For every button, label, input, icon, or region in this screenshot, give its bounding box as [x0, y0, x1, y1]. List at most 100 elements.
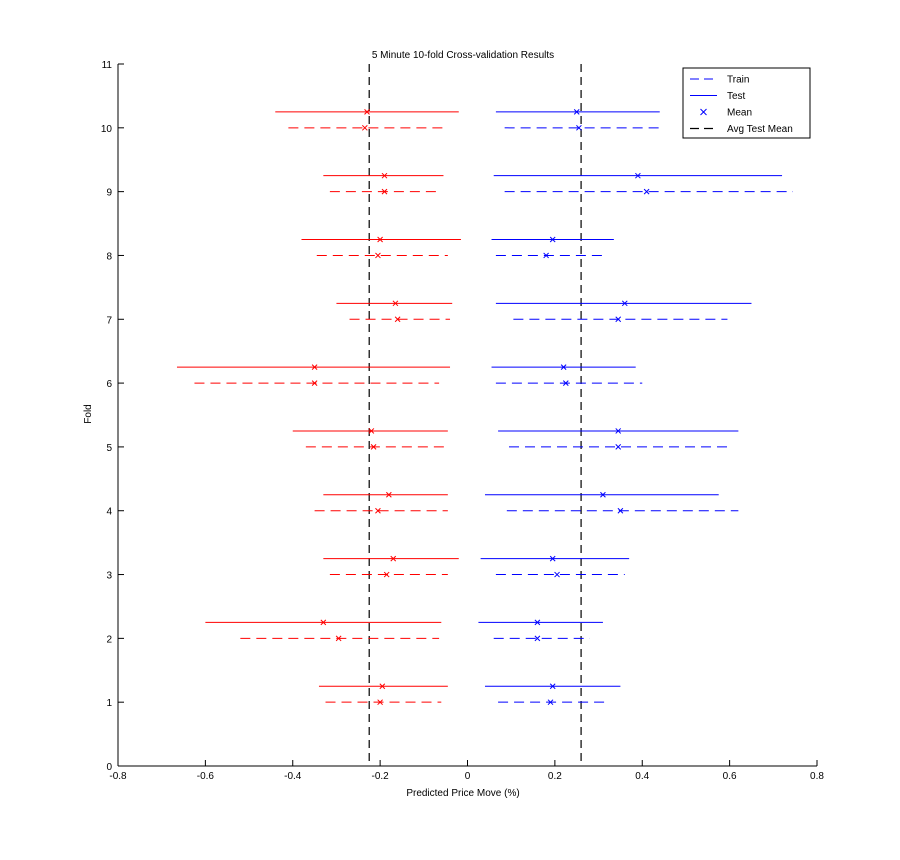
train-positive-mean-fold-7-stroke	[615, 316, 622, 323]
y-tick-label: 7	[106, 315, 112, 326]
test-positive-mean-fold-10	[573, 109, 580, 115]
test-positive-mean-fold-4	[600, 491, 606, 498]
test-negative-mean-fold-9	[381, 172, 388, 179]
train-negative-mean-fold-6	[311, 380, 318, 386]
x-tick-label: -0.4	[284, 771, 302, 782]
train-negative-mean-fold-5-stroke	[370, 444, 377, 450]
train-positive-mean-fold-5-stroke	[615, 444, 622, 450]
y-tick-label: 4	[106, 507, 112, 518]
x-tick-label: 0	[465, 771, 471, 782]
y-tick-label: 5	[106, 443, 112, 454]
legend-mean-marker-stroke	[700, 108, 707, 116]
test-positive-mean-fold-2-stroke	[534, 619, 541, 626]
y-tick-label: 10	[101, 124, 113, 135]
x-axis-label: Predicted Price Move (%)	[406, 788, 519, 799]
x-tick-label: -0.6	[197, 771, 215, 782]
x-tick-label: 0.2	[548, 771, 562, 782]
train-positive-mean-fold-10-stroke	[576, 124, 582, 131]
train-negative-mean-fold-1-stroke	[377, 699, 383, 706]
x-tick-label: -0.8	[109, 771, 127, 782]
y-tick-label: 1	[106, 698, 112, 709]
test-positive-mean-fold-1	[549, 683, 556, 690]
test-negative-mean-fold-1-stroke	[379, 683, 386, 690]
x-tick-label: 0.6	[723, 771, 737, 782]
train-positive-mean-fold-6-stroke	[562, 380, 569, 386]
train-negative-mean-fold-2	[335, 635, 342, 642]
legend-entry-label: Avg Test Mean	[727, 124, 793, 135]
train-negative-mean-fold-9-stroke	[381, 188, 388, 195]
train-positive-mean-fold-9	[643, 188, 650, 195]
train-negative-mean-fold-1	[377, 699, 383, 706]
test-negative-mean-fold-1	[379, 683, 386, 690]
train-positive-mean-fold-2	[534, 635, 541, 642]
y-tick-label: 6	[106, 379, 112, 390]
plot-area: -0.8 -0.6 -0.4 -0.2 0 0.2 0.4 0.6 0.8 0 1 2 3 4 5 6 7 8 9 1…	[101, 60, 825, 782]
test-negative-mean-fold-5-stroke	[368, 428, 375, 434]
train-positive-mean-fold-5	[615, 444, 622, 450]
train-positive-mean-fold-8-stroke	[543, 252, 549, 259]
test-positive-mean-fold-5-stroke	[615, 428, 622, 434]
train-negative-mean-fold-4-stroke	[375, 507, 381, 514]
test-negative-mean-fold-10-stroke	[364, 109, 370, 115]
test-positive-mean-fold-8	[549, 236, 556, 243]
test-positive-mean-fold-7	[621, 300, 628, 307]
train-negative-mean-fold-3-stroke	[383, 571, 390, 578]
train-negative-mean-fold-7-stroke	[394, 316, 401, 323]
legend-box	[682, 67, 811, 139]
test-negative-mean-fold-5	[368, 428, 375, 434]
y-tick-label: 9	[106, 188, 112, 199]
test-positive-mean-fold-7-stroke	[621, 300, 628, 307]
test-positive-mean-fold-4-stroke	[600, 491, 606, 498]
legend: Train Test Mean Avg Test Mean	[682, 67, 811, 139]
train-positive-mean-fold-10	[576, 124, 582, 131]
train-negative-mean-fold-10	[361, 124, 368, 131]
x-tick-label: 0.4	[635, 771, 649, 782]
test-positive-mean-fold-6	[560, 364, 567, 370]
test-positive-mean-fold-9-stroke	[635, 172, 641, 179]
train-negative-mean-fold-10-stroke	[361, 124, 368, 131]
test-negative-mean-fold-3-stroke	[390, 555, 397, 562]
legend-entry-label: Train	[727, 75, 749, 86]
y-tick-label: 3	[106, 571, 112, 582]
train-negative-mean-fold-7	[394, 316, 401, 323]
train-negative-mean-fold-5	[370, 444, 377, 450]
test-positive-mean-fold-2	[534, 619, 541, 626]
legend-entry-label: Mean	[727, 108, 752, 119]
test-negative-mean-fold-9-stroke	[381, 172, 388, 179]
test-negative-mean-fold-10	[364, 109, 370, 115]
train-positive-mean-fold-6	[562, 380, 569, 386]
chart-title: 5 Minute 10-fold Cross-validation Result…	[372, 50, 554, 61]
test-negative-mean-fold-7-stroke	[392, 300, 399, 307]
legend-mean-marker	[700, 108, 707, 116]
train-positive-mean-fold-3	[554, 571, 560, 578]
test-positive-mean-fold-5	[615, 428, 622, 434]
train-positive-mean-fold-4-stroke	[617, 507, 624, 514]
train-positive-mean-fold-9-stroke	[643, 188, 650, 195]
x-tick-label: 0.8	[810, 771, 824, 782]
y-tick-label: 0	[106, 762, 112, 773]
legend-entry-label: Test	[727, 91, 746, 102]
test-positive-mean-fold-10-stroke	[573, 109, 580, 115]
test-negative-mean-fold-6	[311, 364, 318, 370]
train-negative-mean-fold-6-stroke	[311, 380, 318, 386]
train-negative-mean-fold-3	[383, 571, 390, 578]
train-negative-mean-fold-2-stroke	[335, 635, 342, 642]
test-positive-mean-fold-8-stroke	[549, 236, 556, 243]
test-negative-mean-fold-7	[392, 300, 399, 307]
test-negative-mean-fold-2-stroke	[320, 619, 327, 626]
train-positive-mean-fold-8	[543, 252, 549, 259]
y-tick-label: 8	[106, 251, 112, 262]
train-positive-mean-fold-3-stroke	[554, 571, 560, 578]
test-positive-mean-fold-1-stroke	[549, 683, 556, 690]
train-negative-mean-fold-8-stroke	[375, 252, 381, 259]
train-negative-mean-fold-8	[375, 252, 381, 259]
test-negative-mean-fold-3	[390, 555, 397, 562]
x-tick-label: -0.2	[372, 771, 390, 782]
test-negative-mean-fold-6-stroke	[311, 364, 318, 370]
y-axis-label: Fold	[83, 404, 94, 423]
test-positive-mean-fold-6-stroke	[560, 364, 567, 370]
test-positive-mean-fold-9	[635, 172, 641, 179]
test-negative-mean-fold-2	[320, 619, 327, 626]
y-tick-label: 2	[106, 634, 112, 645]
